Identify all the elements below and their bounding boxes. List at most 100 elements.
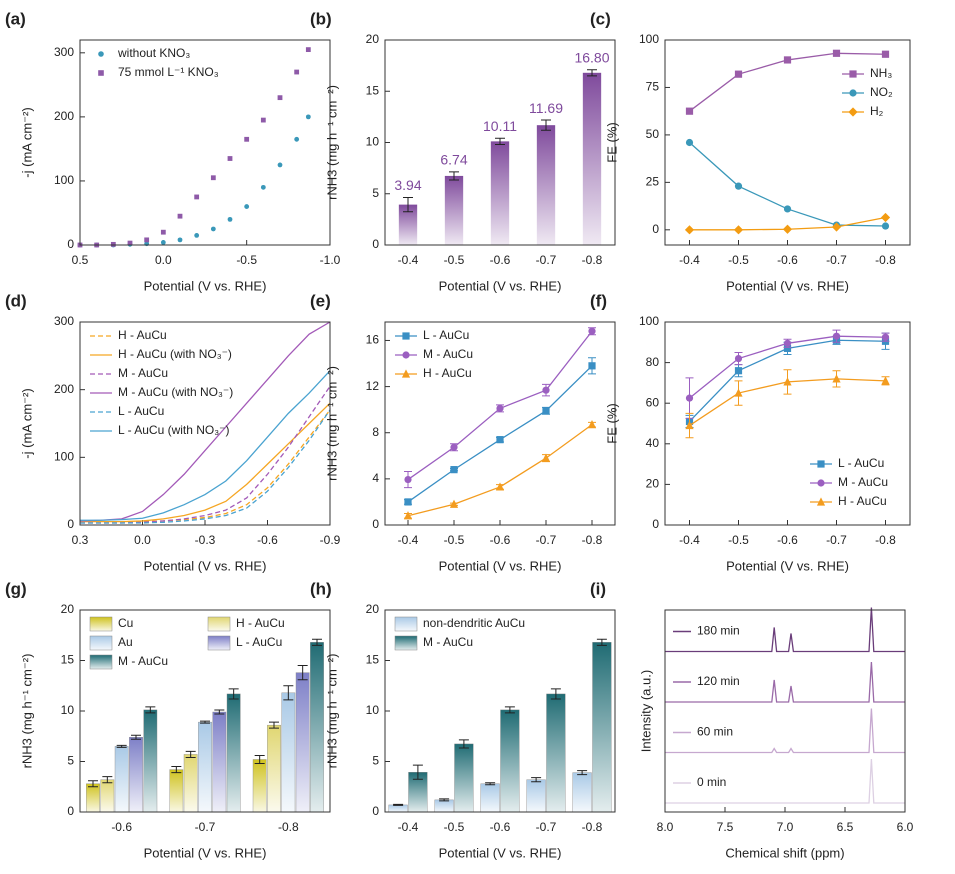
y-axis-label: FE (%): [604, 122, 619, 162]
error-bar: [171, 766, 182, 774]
marker: [404, 475, 412, 484]
marker: [734, 367, 743, 375]
x-axis-label: Potential (V vs. RHE): [439, 558, 562, 573]
error-bar: [596, 638, 607, 646]
panel-label: (g): [5, 579, 27, 598]
series-line: [79, 321, 331, 522]
x-axis-label: Potential (V vs. RHE): [439, 845, 562, 860]
marker: [881, 376, 890, 385]
legend-swatch: [394, 635, 418, 651]
error-bar: [412, 764, 423, 780]
marker: [127, 240, 133, 246]
plot-frame: [79, 609, 331, 813]
y-tick-label: 20: [646, 477, 660, 491]
x-tick-label: 6.5: [837, 820, 854, 834]
x-axis-label: Potential (V vs. RHE): [144, 558, 267, 573]
spectrum-line: [665, 661, 905, 703]
marker: [404, 498, 412, 506]
bar: [226, 693, 241, 813]
x-tick-label: 8.0: [657, 820, 674, 834]
y-tick-label: 25: [646, 175, 660, 189]
x-tick-label: -0.6: [490, 820, 511, 834]
marker: [496, 436, 504, 444]
x-tick-label: -0.6: [777, 253, 798, 267]
marker: [260, 184, 266, 190]
legend-swatch: [394, 616, 418, 632]
panel-label: (c): [590, 9, 611, 28]
x-tick-label: -0.5: [444, 820, 465, 834]
y-tick-label: 10: [366, 135, 380, 149]
series-line: [80, 402, 331, 523]
y-tick-label: 300: [54, 45, 74, 59]
error-bar: [283, 685, 294, 701]
legend-marker: [98, 70, 104, 76]
error-bar: [393, 803, 404, 806]
marker: [734, 388, 743, 397]
legend-label: non-dendritic AuCu: [423, 616, 525, 630]
y-tick-label: 40: [646, 436, 660, 450]
x-tick-label: -0.5: [236, 253, 257, 267]
marker: [782, 224, 793, 234]
marker: [831, 222, 842, 232]
error-bar: [541, 119, 551, 131]
error-bar: [214, 709, 225, 715]
y-tick-label: 12: [366, 379, 380, 393]
series-line: [407, 365, 593, 503]
x-tick-label: -0.8: [875, 253, 896, 267]
bar: [398, 204, 418, 245]
y-tick-label: 0: [372, 237, 379, 251]
y-axis-label: rNH3 (mg h⁻¹ cm⁻²): [324, 366, 339, 481]
marker: [450, 443, 458, 451]
marker: [881, 222, 890, 230]
error-bar: [403, 196, 413, 213]
y-tick-label: 4: [372, 471, 379, 485]
y-tick-label: 200: [54, 382, 74, 396]
error-bar: [269, 721, 279, 729]
x-tick-label: -0.4: [398, 533, 419, 547]
marker: [881, 333, 890, 341]
y-tick-label: 10: [366, 703, 380, 717]
error-bar: [550, 688, 561, 700]
legend-marker: [402, 351, 410, 359]
marker: [832, 49, 841, 57]
y-tick-label: 300: [54, 314, 74, 328]
legend-marker: [816, 497, 826, 506]
legend-label: NO₂: [870, 85, 893, 99]
x-tick-label: 0.0: [134, 533, 151, 547]
marker: [832, 332, 841, 340]
x-tick-label: -0.6: [777, 533, 798, 547]
x-tick-label: -0.8: [582, 253, 603, 267]
value-label: 10.11: [483, 118, 517, 134]
legend-marker: [402, 332, 410, 340]
legend-label: H - AuCu: [838, 494, 887, 508]
x-tick-label: -0.3: [195, 533, 216, 547]
y-tick-label: 0: [652, 517, 659, 531]
marker: [541, 453, 551, 462]
legend-label: M - AuCu: [423, 347, 473, 361]
legend-swatch: [207, 616, 231, 632]
marker: [734, 182, 743, 190]
marker: [685, 394, 694, 402]
legend-swatch: [207, 635, 231, 651]
y-axis-label: -j (mA cm⁻²): [19, 107, 34, 177]
y-tick-label: 5: [372, 754, 379, 768]
panel-label: (e): [310, 291, 331, 310]
legend-label: L - AuCu: [423, 328, 469, 342]
legend-label: M - AuCu: [838, 475, 888, 489]
marker: [144, 237, 150, 243]
error-bar: [254, 754, 265, 765]
error-bar: [449, 171, 459, 181]
y-axis-label: -j (mA cm⁻²): [19, 388, 34, 458]
y-tick-label: 5: [67, 754, 74, 768]
marker: [160, 229, 166, 235]
panel-label: (a): [5, 9, 26, 28]
y-axis-label: rNH3 (mg h⁻¹ cm⁻²): [324, 85, 339, 200]
y-tick-label: 15: [366, 83, 380, 97]
marker: [685, 107, 694, 115]
legend-swatch: [89, 635, 113, 651]
panel-label: (f): [590, 291, 607, 310]
x-tick-label: -0.6: [490, 533, 511, 547]
spectrum-line: [665, 607, 905, 653]
error-bar: [312, 638, 322, 646]
